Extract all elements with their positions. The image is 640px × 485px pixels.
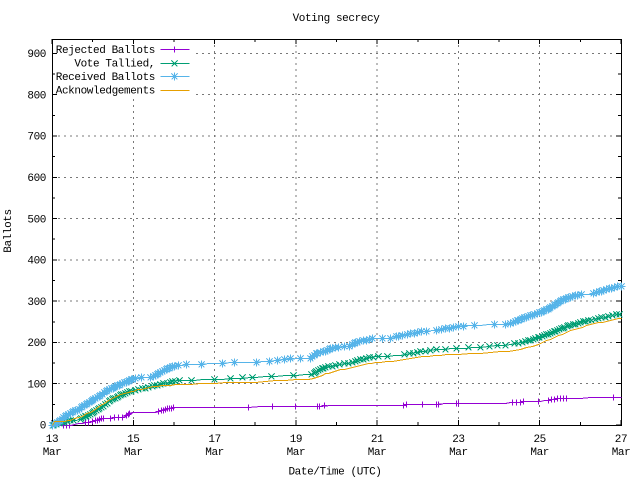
svg-text:Mar: Mar <box>124 447 143 459</box>
svg-text:0: 0 <box>40 421 46 433</box>
svg-text:Mar: Mar <box>368 447 387 459</box>
svg-text:Mar: Mar <box>287 447 306 459</box>
svg-text:27: 27 <box>615 434 627 446</box>
svg-text:100: 100 <box>27 379 46 391</box>
svg-text:Date/Time (UTC): Date/Time (UTC) <box>288 467 381 479</box>
svg-text:Mar: Mar <box>530 447 549 459</box>
svg-text:Mar: Mar <box>612 447 631 459</box>
svg-text:25: 25 <box>533 434 545 446</box>
svg-text:400: 400 <box>27 256 46 268</box>
svg-text:500: 500 <box>27 214 46 226</box>
svg-text:Rejected Ballots: Rejected Ballots <box>56 45 155 57</box>
svg-text:Ballots: Ballots <box>3 209 15 252</box>
svg-text:Received Ballots: Received Ballots <box>56 72 155 84</box>
svg-text:13: 13 <box>46 434 58 446</box>
svg-text:Voting secrecy: Voting secrecy <box>293 13 381 25</box>
svg-text:17: 17 <box>208 434 220 446</box>
svg-text:900: 900 <box>27 49 46 61</box>
svg-text:200: 200 <box>27 338 46 350</box>
svg-text:Mar: Mar <box>205 447 224 459</box>
svg-text:23: 23 <box>452 434 464 446</box>
svg-text:300: 300 <box>27 297 46 309</box>
svg-text:Vote Tallied,: Vote Tallied, <box>74 59 155 71</box>
svg-text:700: 700 <box>27 132 46 144</box>
svg-text:21: 21 <box>371 434 384 446</box>
svg-text:Mar: Mar <box>449 447 468 459</box>
svg-text:800: 800 <box>27 90 46 102</box>
svg-text:15: 15 <box>127 434 139 446</box>
svg-text:Acknowledgements: Acknowledgements <box>56 86 155 98</box>
svg-text:Mar: Mar <box>43 447 62 459</box>
svg-text:600: 600 <box>27 173 46 185</box>
svg-text:19: 19 <box>290 434 302 446</box>
